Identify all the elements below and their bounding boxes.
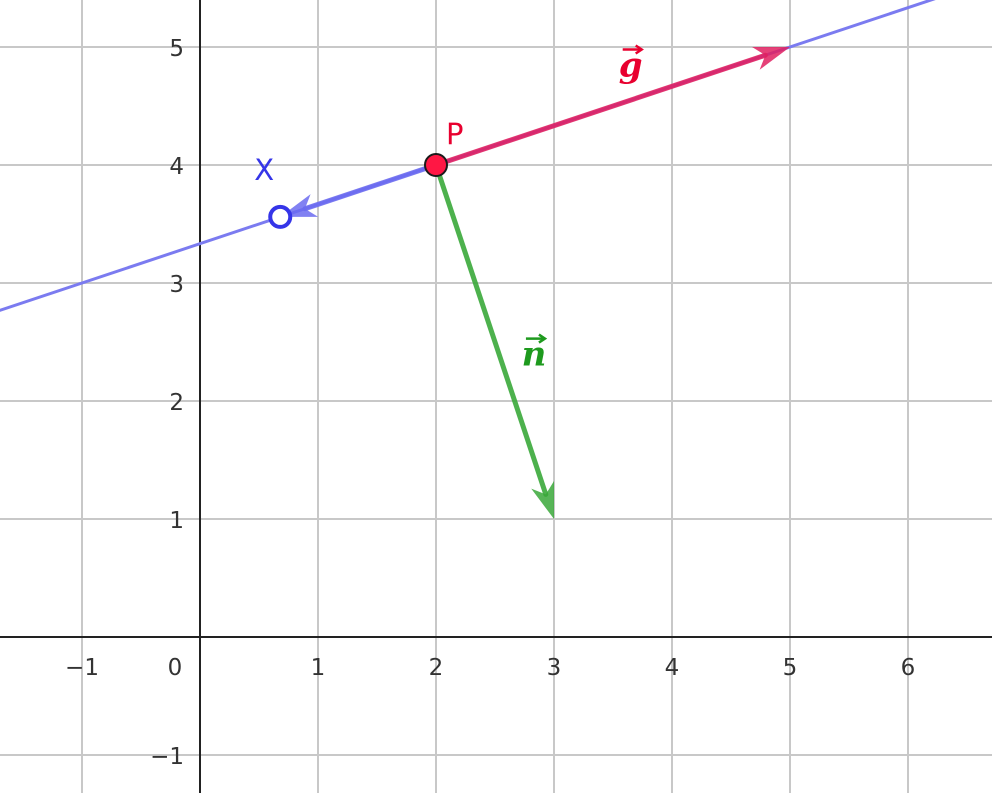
y-tick-label: 4 — [169, 154, 184, 180]
vector-label-g-text: g — [619, 46, 643, 86]
x-tick-label: 2 — [429, 655, 444, 681]
y-tick-label: 2 — [169, 390, 184, 416]
y-tick-label: 5 — [169, 36, 184, 62]
vector-label-n: n — [522, 333, 548, 375]
vector-accent-head — [538, 333, 548, 344]
y-tick-label: 1 — [169, 508, 184, 534]
point-P — [424, 153, 448, 177]
vector-n-head — [531, 481, 554, 519]
x-tick-label: 4 — [665, 655, 680, 681]
vector-accent-head — [635, 44, 644, 55]
labels-layer: g n P X — [254, 44, 644, 375]
x-tick-label: 5 — [783, 655, 798, 681]
vector-label-g: g — [619, 44, 644, 86]
vectors-layer — [280, 47, 790, 519]
vector-n-shaft — [433, 162, 549, 497]
tick-labels: −1 0 1 2 3 4 5 6 −1 1 2 3 4 5 — [65, 36, 915, 770]
x-tick-label: 1 — [311, 655, 326, 681]
x-tick-label: 6 — [901, 655, 916, 681]
point-label-X: X — [254, 153, 274, 187]
point-X — [268, 204, 293, 229]
vector-px-shaft — [302, 162, 439, 212]
vector-g-shaft — [433, 52, 768, 168]
x-tick-label: −1 — [65, 655, 99, 681]
point-label-P: P — [446, 117, 464, 151]
y-tick-label: −1 — [150, 744, 184, 770]
x-tick-label: 0 — [168, 655, 183, 681]
y-tick-label: 3 — [169, 272, 184, 298]
vector-g-head — [752, 47, 790, 70]
points-layer — [268, 153, 448, 229]
x-tick-label: 3 — [547, 655, 562, 681]
